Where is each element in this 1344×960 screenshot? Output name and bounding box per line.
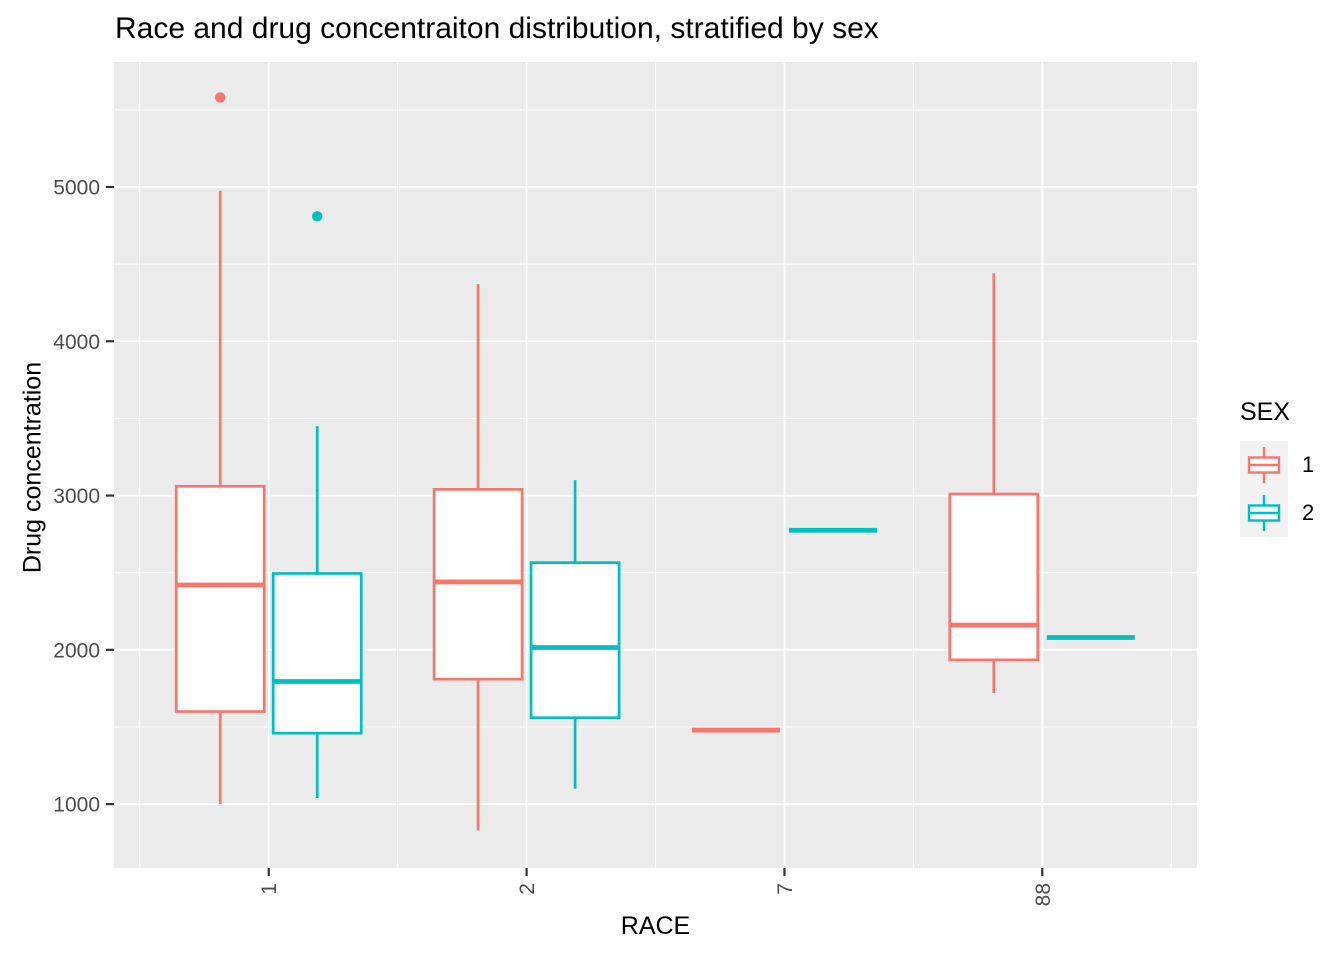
x-tick-label: 2: [516, 883, 539, 895]
boxplot-key-icon-sex2: [1240, 489, 1288, 537]
x-tick-label: 88: [1032, 883, 1055, 906]
box: [529, 561, 621, 720]
outlier-point: [312, 211, 323, 222]
x-axis-title: RACE: [620, 912, 691, 940]
legend-label-sex2: 2: [1302, 500, 1315, 525]
x-tick-label: 1: [258, 883, 281, 895]
x-tick-label: 7: [774, 883, 797, 895]
box: [948, 492, 1040, 662]
chart-title: Race and drug concentraiton distribution…: [115, 12, 879, 45]
y-tick-label: 4000: [53, 331, 100, 354]
y-tick-label: 3000: [53, 485, 100, 508]
legend-label-sex1: 1: [1302, 452, 1315, 477]
box: [271, 572, 363, 735]
box: [174, 484, 266, 713]
y-tick-label: 1000: [53, 794, 100, 817]
legend: SEX 1 2: [1232, 398, 1314, 537]
legend-entry-sex1: 1: [1240, 441, 1314, 489]
y-tick-label: 5000: [53, 176, 100, 199]
legend-entry-sex2: 2: [1240, 489, 1314, 537]
outlier-point: [215, 92, 226, 103]
legend-title: SEX: [1240, 398, 1291, 426]
boxplot-key-icon-sex1: [1240, 441, 1288, 489]
y-tick-label: 2000: [53, 639, 100, 662]
y-axis-title: Drug concentration: [18, 361, 47, 574]
